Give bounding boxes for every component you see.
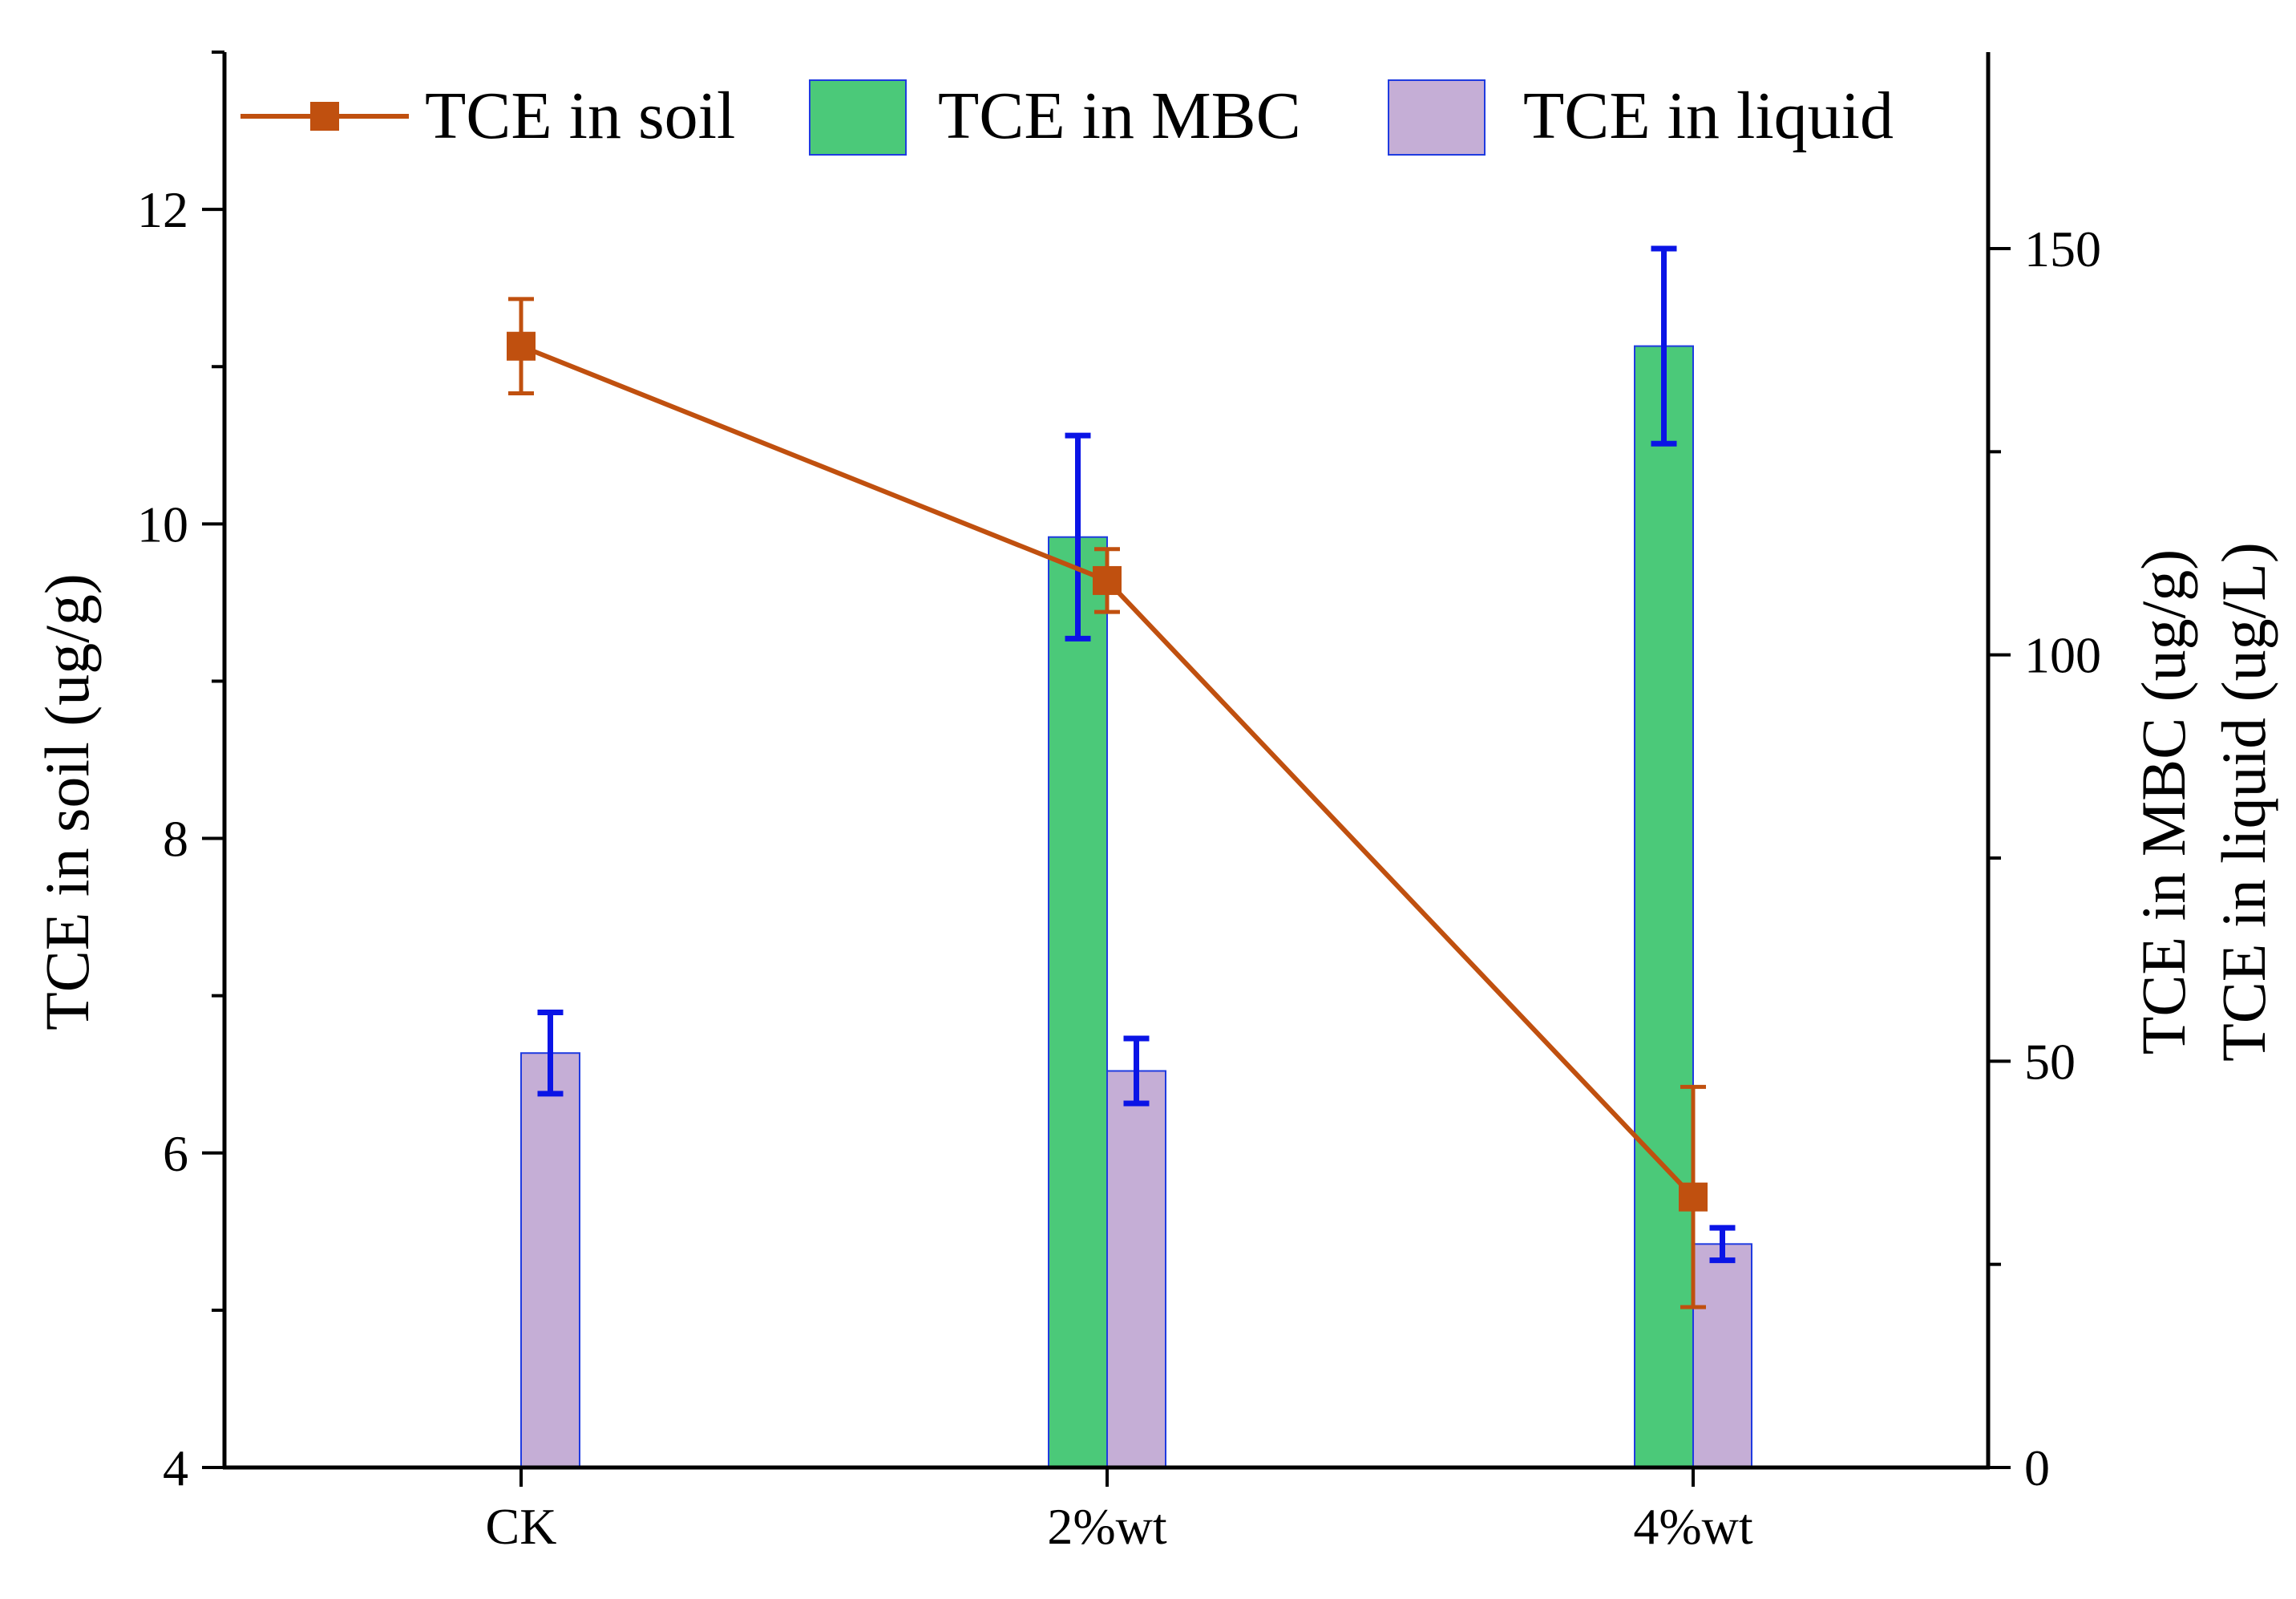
left-tick-label: 10 [137, 496, 188, 553]
right-tick-label: 50 [2024, 1033, 2076, 1090]
liquid-bar-2 [1692, 1243, 1752, 1469]
legend-liquid-label: TCE in liquid [1523, 79, 1894, 153]
mbc-bar-2 [1634, 345, 1694, 1469]
ticks-layer: 4 6 8 10 12 0 50 100 150 CK 2%wt 4%wt [137, 51, 2101, 1555]
legend-soil-label: TCE in soil [425, 79, 735, 153]
soil-point-2 [1679, 1182, 1708, 1212]
left-tick-label: 12 [137, 181, 188, 238]
mbc-bar-1 [1048, 536, 1108, 1469]
liquid-bar-1 [1106, 1070, 1166, 1468]
left-tick-label: 6 [163, 1125, 188, 1182]
right-axis-title-line1: TCE in MBC (ug/g) [2128, 549, 2198, 1055]
liquid-bar-0 [520, 1052, 580, 1468]
right-tick-label: 150 [2024, 221, 2101, 277]
soil-point-0 [507, 331, 536, 361]
legend-soil-marker [310, 102, 339, 131]
right-axis-title-line2: TCE in liquid (ug/L) [2209, 542, 2278, 1062]
soil-point-1 [1093, 565, 1122, 595]
left-axis-title: TCE in soil (ug/g) [32, 573, 102, 1030]
line-layer [507, 297, 1708, 1310]
legend-liquid-swatch [1388, 79, 1486, 156]
x-tick-label: CK [486, 1498, 557, 1555]
x-tick-label: 2%wt [1047, 1498, 1167, 1555]
left-tick-label: 4 [163, 1439, 188, 1496]
legend: TCE in soil TCE in MBC TCE in liquid [241, 79, 1894, 156]
bars-layer [520, 245, 1752, 1469]
x-tick-label: 4%wt [1633, 1498, 1753, 1555]
right-tick-label: 100 [2024, 627, 2101, 684]
legend-mbc-swatch [809, 79, 907, 156]
left-tick-label: 8 [163, 811, 188, 868]
right-tick-label: 0 [2024, 1439, 2050, 1496]
legend-mbc-label: TCE in MBC [938, 79, 1301, 153]
